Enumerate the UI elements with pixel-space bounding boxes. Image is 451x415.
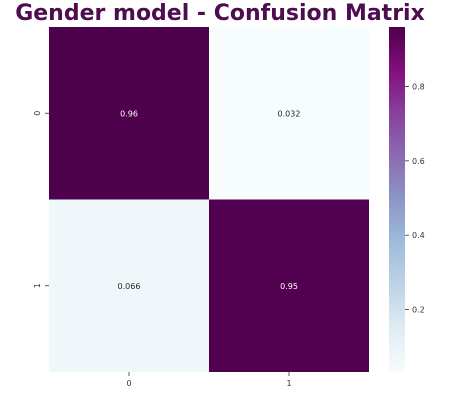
- cell-value-label-0-1: 0.032: [278, 109, 301, 118]
- heatmap-cell-1-1: [209, 199, 369, 372]
- colorbar-tick-label-1: 0.4: [412, 231, 425, 240]
- heatmap-cell-labels: 0.96 0.032 0.066 0.95: [118, 109, 301, 291]
- colorbar: [389, 27, 405, 372]
- cell-value-label-1-0: 0.066: [118, 282, 141, 291]
- heatmap-cells: [49, 27, 369, 372]
- heatmap-cell-1-0: [49, 199, 209, 372]
- colorbar-tick-label-2: 0.6: [412, 157, 425, 166]
- y-tick-label-1: 1: [33, 283, 42, 288]
- heatmap-cell-0-0: [49, 27, 209, 200]
- chart-title: Gender model - Confusion Matrix: [15, 1, 425, 26]
- colorbar-ticks: 0.2 0.4 0.6 0.8: [405, 82, 425, 315]
- colorbar-tick-label-0: 0.2: [412, 306, 425, 315]
- x-tick-label-1: 1: [286, 379, 291, 388]
- y-tick-label-0: 0: [33, 111, 42, 116]
- heatmap-cell-0-1: [209, 27, 369, 200]
- x-tick-label-0: 0: [126, 379, 131, 388]
- y-axis-ticks: 01: [33, 111, 49, 288]
- colorbar-tick-label-3: 0.8: [412, 82, 425, 91]
- cell-value-label-0-0: 0.96: [120, 109, 138, 118]
- cell-value-label-1-1: 0.95: [280, 282, 298, 291]
